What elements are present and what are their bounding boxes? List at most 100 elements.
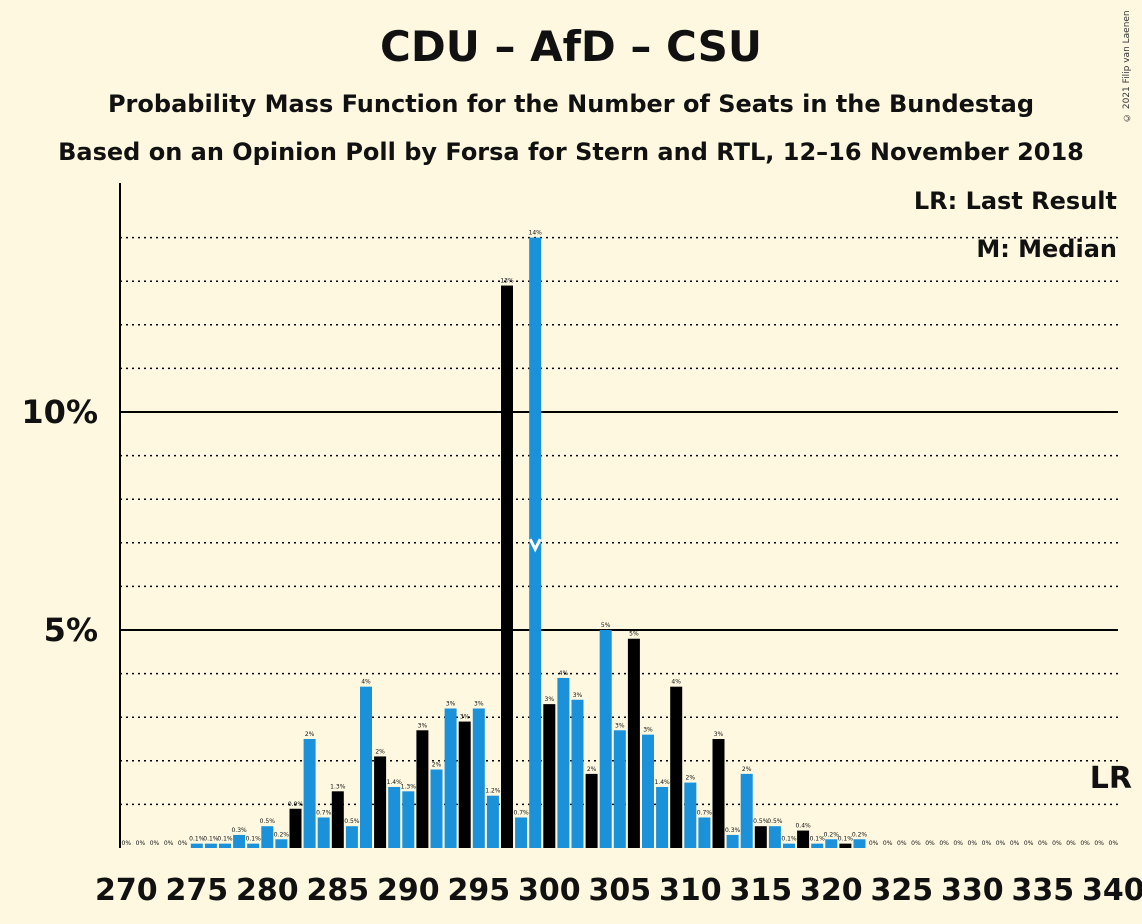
bar-label-295: 3% xyxy=(474,700,484,707)
bar-306 xyxy=(627,638,640,848)
bar-label-279: 0.1% xyxy=(246,836,262,843)
bar-label-272: 0% xyxy=(150,840,160,847)
bar-304 xyxy=(599,630,612,848)
bar-label-289: 1.4% xyxy=(387,779,403,786)
bar-label-333: 0% xyxy=(1010,840,1020,847)
bar-285 xyxy=(331,791,344,848)
bar-label-281: 0.2% xyxy=(274,831,290,838)
bar-291 xyxy=(416,730,429,848)
chart-subtitle-source: Based on an Opinion Poll by Forsa for St… xyxy=(58,138,1084,166)
bar-307 xyxy=(642,734,654,848)
bar-277 xyxy=(219,843,231,848)
y-tick-labels: 5% 10% xyxy=(21,393,98,649)
bar-300 xyxy=(543,704,556,848)
bar-label-288: 2% xyxy=(375,748,385,755)
bar-281 xyxy=(275,839,288,848)
bar-label-304: 5% xyxy=(601,622,611,629)
bar-289 xyxy=(388,786,401,848)
bar-288 xyxy=(374,756,387,848)
bar-label-339: 0% xyxy=(1094,840,1104,847)
bar-275 xyxy=(190,843,203,848)
bar-label-337: 0% xyxy=(1066,840,1076,847)
bar-label-340: 0% xyxy=(1109,840,1119,847)
bar-280 xyxy=(261,826,274,848)
bar-label-307: 3% xyxy=(643,727,653,734)
bar-295 xyxy=(472,708,485,848)
bar-label-332: 0% xyxy=(996,840,1006,847)
markers xyxy=(528,538,542,553)
bars xyxy=(190,237,866,849)
bar-label-280: 0.5% xyxy=(260,818,276,825)
bar-310 xyxy=(684,782,697,848)
bar-label-334: 0% xyxy=(1024,840,1034,847)
bar-label-294: 3% xyxy=(460,714,470,721)
bar-label-275: 0.1% xyxy=(189,836,205,843)
bar-320 xyxy=(825,839,838,848)
bar-label-273: 0% xyxy=(164,840,174,847)
bar-label-291: 3% xyxy=(418,722,428,729)
bar-label-318: 0.4% xyxy=(795,823,811,830)
bar-label-290: 1.3% xyxy=(401,783,417,790)
chart-subtitle: Probability Mass Function for the Number… xyxy=(107,90,1035,118)
bar-label-303: 2% xyxy=(587,766,597,773)
bar-label-329: 0% xyxy=(953,840,963,847)
x-tick-280: 280 xyxy=(236,873,299,908)
bar-label-338: 0% xyxy=(1080,840,1090,847)
bar-label-274: 0% xyxy=(178,840,188,847)
bar-305 xyxy=(613,730,626,848)
bar-282 xyxy=(289,808,302,848)
bar-labels: 0% 0% 0% 0% 0%0.1%0.1%0.1%0.3%0.1%0.5%0.2%0.… xyxy=(122,230,1119,847)
legend-last-result: LR: Last Result xyxy=(914,187,1117,215)
bar-label-287: 4% xyxy=(361,679,371,686)
bar-315 xyxy=(754,826,767,848)
x-tick-325: 325 xyxy=(870,873,933,908)
bar-label-271: 0% xyxy=(136,840,146,847)
bar-label-313: 0.3% xyxy=(725,827,741,834)
bar-label-299: 14% xyxy=(529,230,543,237)
bar-322 xyxy=(853,839,866,848)
bar-278 xyxy=(233,834,246,848)
bar-290 xyxy=(402,791,415,848)
bar-label-296: 1.2% xyxy=(485,788,501,795)
chart-title: CDU – AfD – CSU xyxy=(380,22,762,71)
bar-label-277: 0.1% xyxy=(217,836,233,843)
bar-label-286: 0.5% xyxy=(344,818,360,825)
x-tick-275: 275 xyxy=(165,873,228,908)
x-tick-290: 290 xyxy=(377,873,440,908)
bar-label-321: 0.1% xyxy=(838,836,854,843)
y-tick-5: 5% xyxy=(44,611,98,649)
bar-label-305: 3% xyxy=(615,722,625,729)
bar-287 xyxy=(360,686,372,848)
bar-label-316: 0.5% xyxy=(767,818,783,825)
bar-308 xyxy=(656,786,669,848)
bar-label-278: 0.3% xyxy=(231,827,247,834)
bar-314 xyxy=(740,773,753,848)
bar-label-298: 0.7% xyxy=(513,809,529,816)
bar-316 xyxy=(768,826,781,848)
bar-299 xyxy=(529,237,542,849)
bar-321 xyxy=(839,843,852,848)
bar-292 xyxy=(430,769,443,848)
bar-303 xyxy=(585,773,598,848)
y-tick-10: 10% xyxy=(21,393,98,431)
bar-label-284: 0.7% xyxy=(316,809,332,816)
bar-label-310: 2% xyxy=(686,775,696,782)
bar-label-270: 0% xyxy=(122,840,132,847)
bar-label-315: 0.5% xyxy=(753,818,769,825)
bar-283 xyxy=(303,739,316,848)
x-tick-300: 300 xyxy=(518,873,581,908)
bar-294 xyxy=(458,721,471,848)
last-result-label: LR xyxy=(1090,761,1132,796)
bar-label-292: 2% xyxy=(432,762,442,769)
bar-label-323: 0% xyxy=(869,840,879,847)
bar-311 xyxy=(698,817,711,848)
x-tick-295: 295 xyxy=(447,873,510,908)
x-tick-305: 305 xyxy=(588,873,651,908)
bar-276 xyxy=(204,843,217,848)
x-tick-285: 285 xyxy=(306,873,369,908)
x-tick-340: 340 xyxy=(1082,873,1142,908)
median-marker xyxy=(528,538,542,553)
x-tick-270: 270 xyxy=(95,873,158,908)
bar-309 xyxy=(670,686,683,848)
